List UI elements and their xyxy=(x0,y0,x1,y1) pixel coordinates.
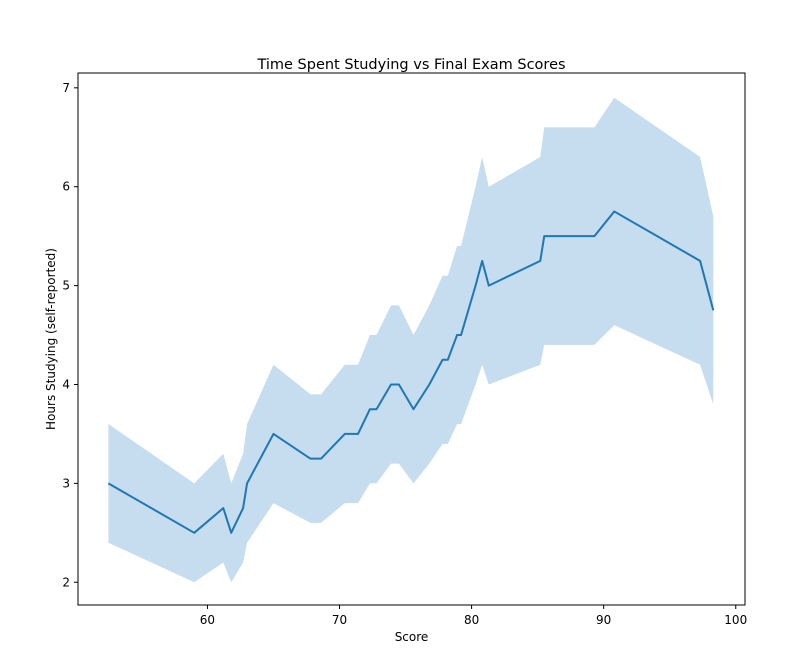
y-axis-title: Hours Studying (self-reported) xyxy=(44,248,58,430)
x-tick-label: 90 xyxy=(596,613,611,627)
x-axis-title: Score xyxy=(395,630,429,644)
y-tick-label: 2 xyxy=(62,575,70,589)
x-tick-label: 80 xyxy=(464,613,479,627)
x-tick-label: 100 xyxy=(724,613,747,627)
series-line-0 xyxy=(107,210,715,534)
axis-ticks-layer: 60 70 80 90 100 2 3 4 5 6 7 xyxy=(62,81,747,627)
y-tick-label: 3 xyxy=(62,476,70,490)
plot-frame xyxy=(77,72,746,606)
y-tick-label: 5 xyxy=(62,279,70,293)
y-tick-label: 4 xyxy=(62,377,70,391)
y-tick-label: 6 xyxy=(62,180,70,194)
x-tick-label: 70 xyxy=(332,613,347,627)
y-tick-label: 7 xyxy=(62,81,70,95)
x-tick-label: 60 xyxy=(200,613,215,627)
chart-title: Time Spent Studying vs Final Exam Scores xyxy=(256,57,565,73)
series-line-layer xyxy=(107,210,715,534)
